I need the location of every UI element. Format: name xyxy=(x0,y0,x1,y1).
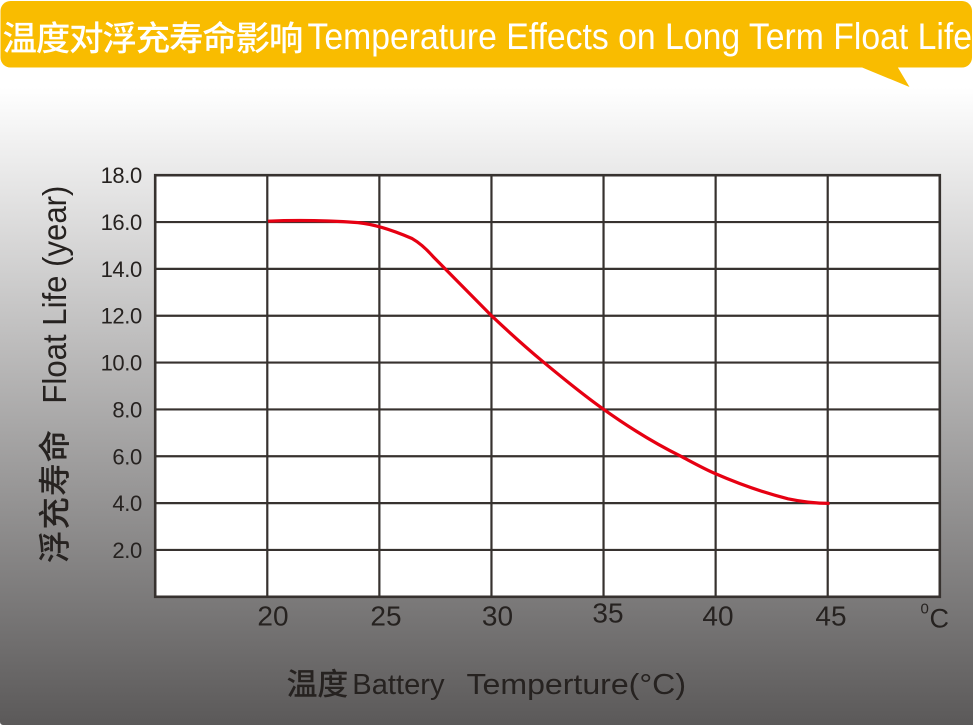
svg-text:18.0: 18.0 xyxy=(101,163,142,188)
svg-text:C: C xyxy=(930,604,950,634)
svg-text:30: 30 xyxy=(482,601,513,632)
svg-text:40: 40 xyxy=(702,601,733,632)
svg-text:2.0: 2.0 xyxy=(112,538,142,563)
svg-text:8.0: 8.0 xyxy=(112,397,142,422)
svg-text:16.0: 16.0 xyxy=(101,210,142,235)
svg-text:35: 35 xyxy=(592,598,623,629)
svg-text:10.0: 10.0 xyxy=(101,351,142,376)
svg-text:Battery: Battery xyxy=(352,669,445,701)
svg-text:Float Life (year): Float Life (year) xyxy=(37,186,74,404)
svg-text:6.0: 6.0 xyxy=(112,444,142,469)
svg-text:Temperature Effects on Long Te: Temperature Effects on Long Term Float L… xyxy=(308,16,973,57)
svg-text:14.0: 14.0 xyxy=(101,257,142,282)
svg-text:0: 0 xyxy=(921,601,929,618)
svg-text:45: 45 xyxy=(815,601,846,632)
svg-text:4.0: 4.0 xyxy=(112,491,142,516)
svg-text:12.0: 12.0 xyxy=(101,304,142,329)
svg-text:25: 25 xyxy=(370,601,401,632)
svg-text:Temperture(°C): Temperture(°C) xyxy=(467,669,687,701)
svg-text:20: 20 xyxy=(257,601,288,632)
